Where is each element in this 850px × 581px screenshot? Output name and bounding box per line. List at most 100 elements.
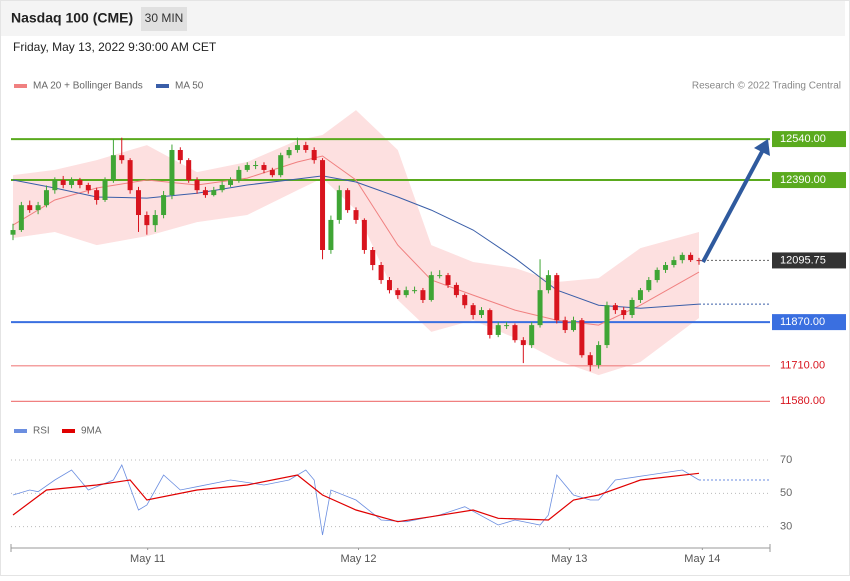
candle-body — [395, 290, 401, 296]
candle-body — [478, 310, 484, 316]
candle-body — [85, 184, 91, 191]
legend-swatch — [14, 429, 27, 433]
candle-body — [679, 254, 685, 261]
candle-body — [202, 190, 208, 196]
candle-body — [261, 165, 267, 170]
candle-body — [320, 160, 326, 250]
candle-body — [144, 215, 150, 226]
candle-body — [470, 305, 476, 316]
candle-body — [554, 275, 560, 321]
legend-swatch — [156, 84, 169, 88]
candle-body — [520, 340, 526, 346]
candle-body — [378, 265, 384, 281]
rsi-tick-label: 50 — [780, 487, 792, 499]
candle-body — [504, 325, 510, 327]
candle-body — [370, 249, 376, 266]
last-price-box — [772, 252, 846, 269]
candle-body — [629, 299, 635, 316]
candle-body — [186, 160, 192, 181]
level-label: 11870.00 — [780, 316, 825, 328]
candle-body — [35, 205, 41, 211]
candle-body — [278, 155, 284, 176]
candle-body — [545, 275, 551, 291]
candle-body — [654, 269, 660, 281]
legend-swatch — [14, 84, 27, 88]
candle-body — [177, 149, 183, 161]
candle-body — [637, 290, 643, 300]
candle-body — [211, 190, 217, 196]
candle-body — [135, 190, 141, 216]
candle-body — [428, 275, 434, 300]
candle-body — [345, 190, 351, 211]
candle-body — [10, 230, 16, 235]
candle-body — [194, 180, 200, 191]
forecast-arrowhead — [754, 139, 770, 156]
legend-label: MA 50 — [175, 81, 204, 92]
candle-body — [453, 284, 459, 296]
candle-body — [412, 290, 418, 292]
candle-body — [77, 180, 83, 185]
candle-body — [127, 160, 133, 191]
rsi-line — [12, 472, 700, 523]
candle-body — [571, 320, 577, 331]
candle-body — [604, 305, 610, 346]
candle-body — [646, 280, 652, 291]
candle-body — [562, 320, 568, 331]
candle-body — [688, 254, 694, 261]
last-price-label: 12095.75 — [780, 254, 826, 266]
interval: 30 MIN — [145, 11, 184, 25]
candle-body — [169, 149, 175, 196]
legend-label: 9MA — [81, 426, 102, 437]
rsi-tick-label: 70 — [780, 454, 792, 466]
candle-body — [336, 190, 342, 220]
candle-body — [286, 149, 292, 156]
candle-body — [671, 260, 677, 266]
candle-body — [69, 180, 75, 185]
level-label-box — [772, 131, 846, 148]
candle-body — [529, 325, 535, 346]
candle-body — [161, 195, 167, 216]
candle-body — [244, 165, 250, 170]
moving-average — [12, 175, 700, 309]
candle-body — [495, 325, 501, 335]
candle-body — [18, 205, 24, 231]
candle-body — [253, 165, 259, 167]
rsi-tick-label: 30 — [780, 521, 792, 533]
candle-body — [612, 305, 618, 311]
x-tick-label: May 12 — [340, 553, 376, 565]
candle-body — [386, 280, 392, 291]
legend-label: MA 20 + Bollinger Bands — [33, 81, 143, 92]
level-label: 11710.00 — [780, 360, 825, 372]
credit: Research © 2022 Trading Central — [692, 81, 841, 92]
x-tick-label: May 14 — [684, 553, 720, 565]
candle-body — [110, 155, 116, 181]
x-tick-label: May 13 — [551, 553, 587, 565]
level-label: 11580.00 — [780, 395, 825, 407]
rsi-line — [12, 464, 700, 536]
candle-body — [437, 275, 443, 277]
candle-body — [152, 215, 158, 226]
level-label-box — [772, 314, 846, 331]
candle-body — [102, 180, 108, 200]
chart-title: Nasdaq 100 (CME) — [11, 10, 133, 26]
candle-body — [294, 145, 300, 150]
candle-body — [269, 169, 275, 176]
legend-label: RSI — [33, 426, 50, 437]
candle-body — [361, 219, 367, 250]
legend-swatch — [62, 429, 75, 433]
candle-body — [328, 219, 334, 250]
level-label: 12390.00 — [780, 174, 826, 186]
candle-body — [537, 290, 543, 326]
candle-body — [43, 190, 49, 206]
candle-body — [27, 205, 33, 211]
candle-body — [94, 190, 100, 200]
x-tick-label: May 11 — [130, 553, 165, 565]
candle-body — [579, 320, 585, 356]
candle-body — [219, 184, 225, 191]
forecast-arrow — [701, 147, 766, 263]
candle-body — [445, 275, 451, 285]
candle-body — [587, 355, 593, 366]
candle-body — [303, 145, 309, 150]
candle-body — [420, 290, 426, 300]
